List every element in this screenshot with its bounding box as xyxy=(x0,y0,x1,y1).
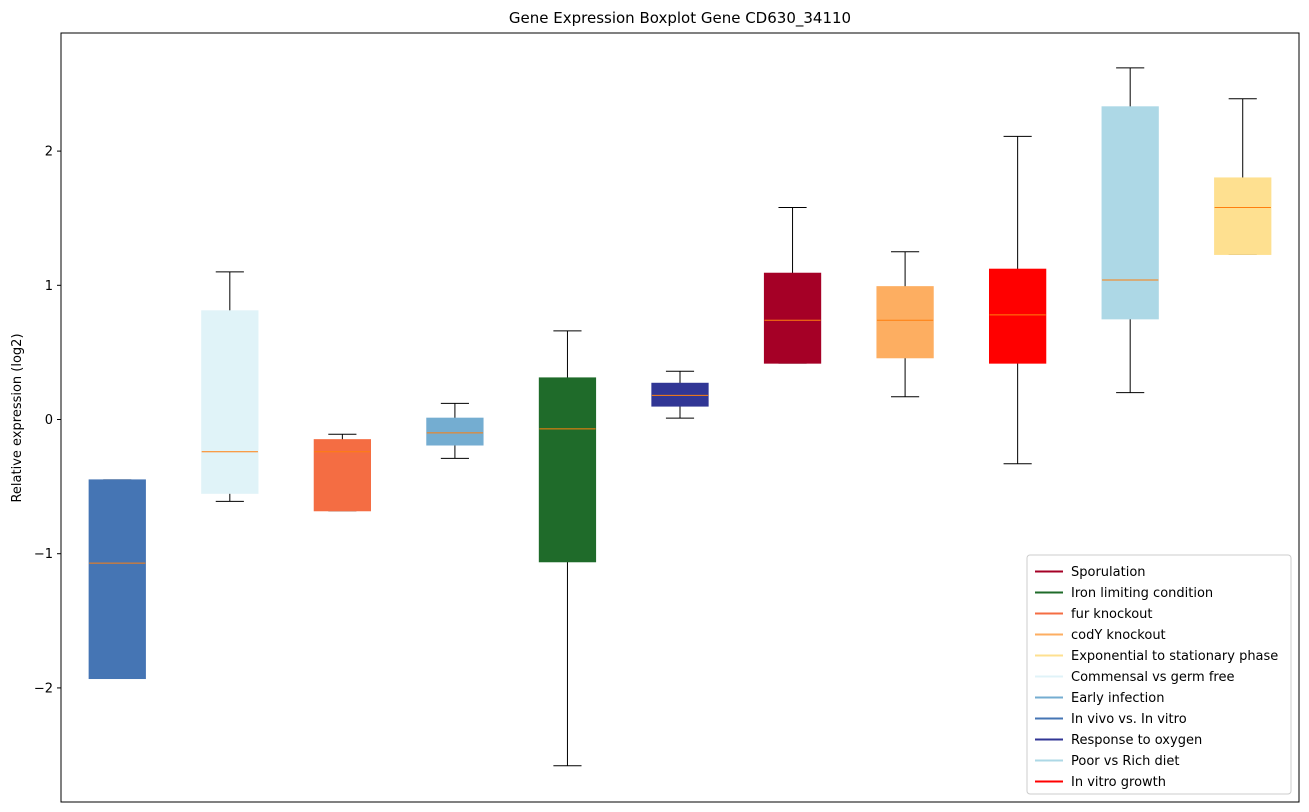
box xyxy=(651,382,709,407)
box-group xyxy=(651,370,709,419)
box xyxy=(201,310,259,494)
legend-label: codY knockout xyxy=(1071,628,1166,643)
y-axis-label: Relative expression (log2) xyxy=(10,333,25,502)
box xyxy=(313,439,371,512)
box xyxy=(989,268,1047,364)
legend-label: fur knockout xyxy=(1071,607,1153,622)
box-group xyxy=(876,251,934,398)
legend-label: In vitro growth xyxy=(1071,775,1166,790)
box xyxy=(426,417,484,446)
box xyxy=(88,479,146,680)
chart-title: Gene Expression Boxplot Gene CD630_34110 xyxy=(509,9,851,28)
legend-label: Commensal vs germ free xyxy=(1071,670,1234,685)
legend-label: Poor vs Rich diet xyxy=(1071,754,1179,769)
box xyxy=(538,377,597,563)
box xyxy=(763,272,822,364)
box-group xyxy=(989,135,1047,465)
box xyxy=(1101,106,1159,320)
legend: Sporulation Iron limiting condition fur kn… xyxy=(1026,554,1292,795)
plot-area: −2 −1 0 1 2 xyxy=(34,32,1300,803)
y-tick-label: 0 xyxy=(45,413,53,428)
legend-label: Early infection xyxy=(1071,691,1164,706)
box-group xyxy=(426,402,484,459)
box-group xyxy=(1214,98,1272,255)
box-group xyxy=(763,206,822,364)
legend-label: Response to oxygen xyxy=(1071,733,1202,748)
box-group xyxy=(88,479,146,680)
box-group xyxy=(201,271,259,502)
legend-label: Iron limiting condition xyxy=(1071,586,1213,601)
box-group xyxy=(538,330,597,767)
plot-frame xyxy=(60,32,1300,803)
legend-frame xyxy=(1026,554,1292,795)
box xyxy=(876,286,934,359)
y-tick-label: −1 xyxy=(34,547,53,562)
box-group xyxy=(313,433,371,512)
box xyxy=(1214,177,1272,255)
legend-label: In vivo vs. In vitro xyxy=(1071,712,1187,727)
y-tick-label: −2 xyxy=(34,681,53,696)
y-tick-label: 1 xyxy=(45,279,53,294)
legend-label: Sporulation xyxy=(1071,565,1146,580)
legend-label: Exponential to stationary phase xyxy=(1071,649,1278,664)
box-group xyxy=(1101,67,1159,394)
y-tick-label: 2 xyxy=(45,145,53,160)
